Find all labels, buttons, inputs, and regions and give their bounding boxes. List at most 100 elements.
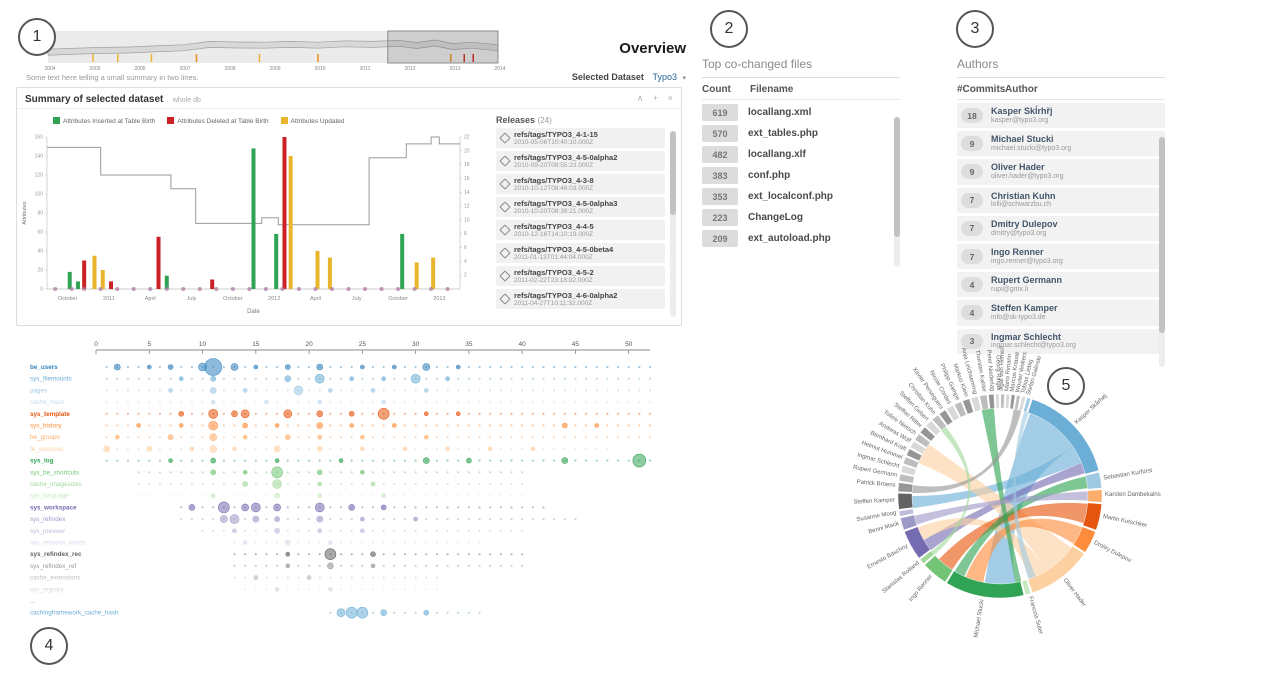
tag-icon bbox=[499, 201, 511, 213]
author-row[interactable]: 9 Michael Stucki michael.stucki@typo3.org bbox=[957, 131, 1165, 157]
files-scrollbar-thumb[interactable] bbox=[894, 117, 900, 237]
release-date: 2010-09-20T08:55:23.000Z bbox=[514, 162, 594, 169]
release-item[interactable]: refs/tags/TYPO3_4-5-0alpha3 2010-10-20T08… bbox=[496, 197, 665, 217]
release-item[interactable]: refs/tags/TYPO3_4-5-2 2011-02-22T23:18:02… bbox=[496, 266, 665, 286]
svg-text:2007: 2007 bbox=[179, 66, 190, 72]
svg-text:10: 10 bbox=[199, 341, 207, 348]
svg-text:20: 20 bbox=[305, 341, 313, 348]
file-row[interactable]: 570 ext_tables.php bbox=[702, 125, 900, 142]
release-tag: refs/tags/TYPO3_4-5-0alpha3 bbox=[514, 199, 618, 208]
page-title: Overview bbox=[619, 40, 686, 57]
author-name: Kasper Skĺrhřj bbox=[991, 106, 1053, 116]
svg-text:10: 10 bbox=[464, 217, 470, 223]
files-table-header: Count Filename bbox=[702, 78, 900, 100]
release-item[interactable]: refs/tags/TYPO3_4-6-0alpha2 2011-04-27T10… bbox=[496, 289, 665, 309]
author-row[interactable]: 7 Dmitry Dulepov dmitry@typo3.org bbox=[957, 215, 1165, 241]
svg-text:Peter Niederlag: Peter Niederlag bbox=[985, 350, 995, 392]
releases-list: refs/tags/TYPO3_4-1-15 2010-05-06T10:40:1… bbox=[496, 128, 665, 309]
timeline-brush-chart[interactable]: 2004 2005 2006 2007 2008 2009 2010 2011 2012 2013… bbox=[8, 30, 508, 72]
svg-text:sys_refindex_ref: sys_refindex_ref bbox=[30, 563, 76, 570]
legend-swatch bbox=[167, 117, 175, 124]
svg-text:2012: 2012 bbox=[268, 296, 280, 302]
summary-card-body: Attributes Inserted at Table Birth Attrib… bbox=[17, 109, 681, 325]
svg-text:0: 0 bbox=[94, 341, 98, 348]
author-name: Christian Kuhn bbox=[991, 190, 1056, 201]
release-tag: refs/tags/TYPO3_4-1-15 bbox=[514, 130, 598, 139]
authors-scrollbar-thumb[interactable] bbox=[1159, 137, 1165, 333]
author-row[interactable]: 18 Kasper Skĺrhřj kasper@typo3.org bbox=[957, 103, 1165, 129]
release-item[interactable]: refs/tags/TYPO3_4-4-5 2010-12-16T14:10:19… bbox=[496, 220, 665, 240]
releases-scrollbar[interactable] bbox=[670, 131, 676, 317]
release-tag: refs/tags/TYPO3_4-5-2 bbox=[514, 268, 594, 277]
svg-text:July: July bbox=[352, 296, 362, 302]
author-row[interactable]: 7 Ingo Renner ingo.renner@typo3.org bbox=[957, 243, 1165, 270]
close-icon[interactable]: × bbox=[667, 93, 673, 103]
svg-text:40: 40 bbox=[37, 249, 43, 255]
svg-text:sys_registry: sys_registry bbox=[30, 586, 64, 593]
author-email: dmitry@typo3.org bbox=[991, 229, 1047, 237]
releases-scrollbar-thumb[interactable] bbox=[670, 131, 676, 215]
authors-table-header: #Commits Author bbox=[957, 78, 1165, 100]
author-email: oliver.hader@typo3.org bbox=[991, 173, 1064, 181]
tag-icon bbox=[499, 178, 511, 190]
authors-scrollbar[interactable] bbox=[1159, 137, 1165, 367]
summary-card: Summary of selected dataset whole db ∧ +… bbox=[16, 87, 682, 326]
file-row[interactable]: 482 locallang.xlf bbox=[702, 146, 900, 163]
file-row[interactable]: 209 ext_autoload.php bbox=[702, 230, 900, 247]
svg-text:sys_filemounts: sys_filemounts bbox=[30, 376, 72, 383]
release-item[interactable]: refs/tags/TYPO3_4-5-0beta4 2011-01-13T01:… bbox=[496, 243, 665, 263]
file-row[interactable]: 383 conf.php bbox=[702, 167, 900, 184]
release-item[interactable]: refs/tags/TYPO3_4-1-15 2010-05-06T10:40:1… bbox=[496, 128, 665, 148]
author-email: lolli@schwarzbu.ch bbox=[991, 201, 1052, 209]
svg-text:25: 25 bbox=[359, 341, 367, 348]
release-date: 2011-02-22T23:18:02.000Z bbox=[514, 277, 593, 284]
svg-text:2005: 2005 bbox=[89, 66, 100, 72]
file-row[interactable]: 223 ChangeLog bbox=[702, 209, 900, 226]
svg-text:2012: 2012 bbox=[404, 66, 415, 72]
release-tag: refs/tags/TYPO3_4-6-0alpha2 bbox=[514, 291, 618, 300]
release-tag: refs/tags/TYPO3_4-3-8 bbox=[514, 176, 594, 185]
author-row[interactable]: 4 Steffen Kamper info@sk-typo3.de bbox=[957, 300, 1165, 326]
svg-text:Sebastian Kurfürst: Sebastian Kurfürst bbox=[1103, 468, 1153, 482]
author-row[interactable]: 3 Ingmar Schlecht ingmar.schlecht@typo3.or… bbox=[957, 328, 1165, 354]
add-icon[interactable]: + bbox=[652, 93, 659, 103]
legend-swatch bbox=[280, 117, 288, 124]
release-tag: refs/tags/TYPO3_4-5-0beta4 bbox=[514, 245, 614, 254]
collapse-icon[interactable]: ∧ bbox=[636, 93, 644, 103]
svg-text:Date: Date bbox=[247, 309, 260, 315]
author-row[interactable]: 4 Rupert Germann rupi@gmx.li bbox=[957, 272, 1165, 298]
author-email: kasper@typo3.org bbox=[991, 116, 1049, 124]
svg-text:18: 18 bbox=[464, 162, 470, 168]
dataset-selector[interactable]: Selected Dataset Typo3 ▾ bbox=[572, 72, 686, 82]
svg-text:Ingo Renner: Ingo Renner bbox=[908, 574, 934, 603]
column-count: Count bbox=[702, 84, 731, 95]
file-row[interactable]: 353 ext_localconf.php bbox=[702, 188, 900, 205]
release-date: 2011-01-13T01:44:04.000Z bbox=[514, 254, 593, 261]
svg-text:Georg Ringer: Georg Ringer bbox=[994, 355, 1001, 391]
author-row[interactable]: 7 Christian Kuhn lolli@schwarzbu.ch bbox=[957, 187, 1165, 213]
svg-text:20: 20 bbox=[37, 268, 43, 274]
svg-text:sys_history: sys_history bbox=[30, 423, 62, 430]
dataset-value[interactable]: Typo3 bbox=[652, 72, 677, 82]
filename: ext_autoload.php bbox=[748, 233, 831, 244]
author-row[interactable]: 9 Oliver Hader oliver.hader@typo3.org bbox=[957, 159, 1165, 185]
author-name: Oliver Hader bbox=[991, 162, 1045, 173]
svg-text:5: 5 bbox=[147, 341, 151, 348]
svg-text:cache_extensions: cache_extensions bbox=[30, 575, 80, 582]
chevron-down-icon[interactable]: ▾ bbox=[682, 75, 686, 82]
release-item[interactable]: refs/tags/TYPO3_4-5-0alpha2 2010-09-20T08… bbox=[496, 151, 665, 171]
svg-text:Martin Kutschker: Martin Kutschker bbox=[1102, 514, 1147, 529]
svg-text:45: 45 bbox=[572, 341, 580, 348]
svg-text:sys_refindex: sys_refindex bbox=[30, 516, 66, 523]
svg-text:July: July bbox=[187, 296, 197, 302]
tag-icon bbox=[499, 247, 511, 259]
files-scrollbar[interactable] bbox=[894, 117, 900, 267]
count-badge: 619 bbox=[702, 104, 738, 121]
svg-text:40: 40 bbox=[519, 341, 527, 348]
svg-text:2006: 2006 bbox=[134, 66, 145, 72]
attributes-chart: 0 20 40 60 80 100 120 140 160 2 4 6 8 10 12 14 16 18 20 22 O… bbox=[22, 135, 470, 316]
summary-card-header: Summary of selected dataset whole db ∧ +… bbox=[17, 88, 681, 109]
file-row[interactable]: 619 locallang.xml bbox=[702, 104, 900, 121]
release-item[interactable]: refs/tags/TYPO3_4-3-8 2010-10-12T08:46:03… bbox=[496, 174, 665, 194]
